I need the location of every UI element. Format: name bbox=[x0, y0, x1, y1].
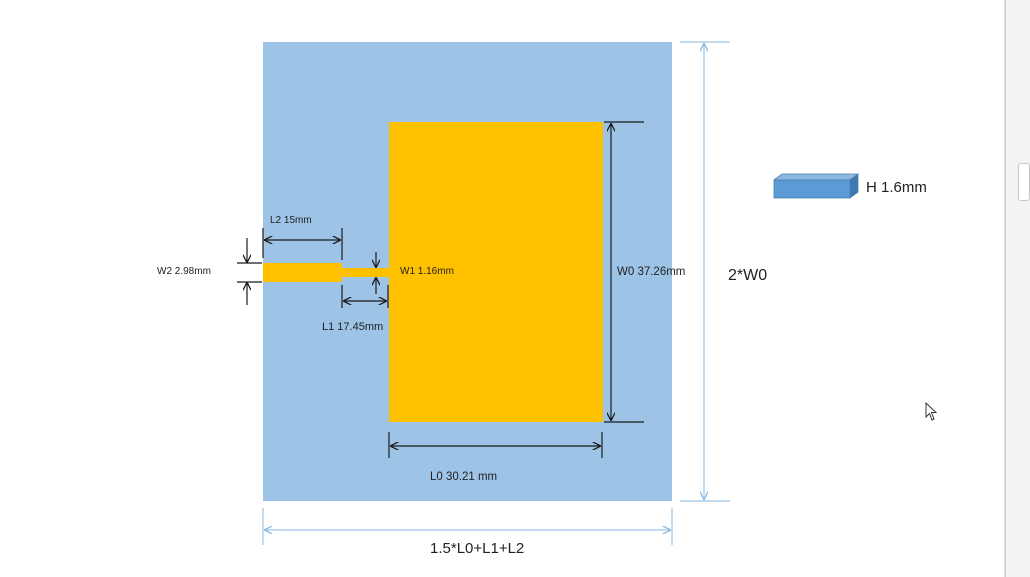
label-w0: W0 37.26mm bbox=[617, 266, 685, 278]
dimension-ground-height bbox=[680, 41, 730, 502]
label-l2: L2 15mm bbox=[270, 215, 312, 226]
dimension-w0 bbox=[604, 121, 644, 423]
label-l0: L0 30.21 mm bbox=[430, 471, 497, 483]
dimension-l2 bbox=[262, 228, 343, 260]
dimension-l0 bbox=[388, 432, 603, 458]
label-w1: W1 1.16mm bbox=[400, 266, 454, 277]
microstrip-patch-antenna-diagram: L2 15mm W2 2.98mm W1 1.16mm L1 17.45mm bbox=[157, 41, 927, 557]
label-w2: W2 2.98mm bbox=[157, 266, 211, 277]
feed-line-l1 bbox=[342, 268, 389, 277]
scrollbar-track bbox=[1005, 0, 1006, 577]
patch-rect bbox=[389, 122, 603, 422]
substrate-thickness-block bbox=[772, 173, 860, 199]
label-substrate-height: H 1.6mm bbox=[866, 179, 927, 196]
dimension-w2 bbox=[237, 238, 262, 305]
feed-line-l2 bbox=[263, 263, 342, 282]
mouse-pointer-icon bbox=[925, 402, 938, 421]
dimension-ground-width bbox=[262, 508, 673, 545]
label-l1: L1 17.45mm bbox=[322, 321, 383, 333]
scrollbar-thumb[interactable] bbox=[1018, 163, 1030, 201]
label-ground-height: 2*W0 bbox=[728, 267, 767, 284]
dimension-l1 bbox=[341, 285, 389, 308]
label-ground-width: 1.5*L0+L1+L2 bbox=[430, 540, 524, 557]
vertical-scrollbar[interactable] bbox=[1004, 0, 1030, 577]
